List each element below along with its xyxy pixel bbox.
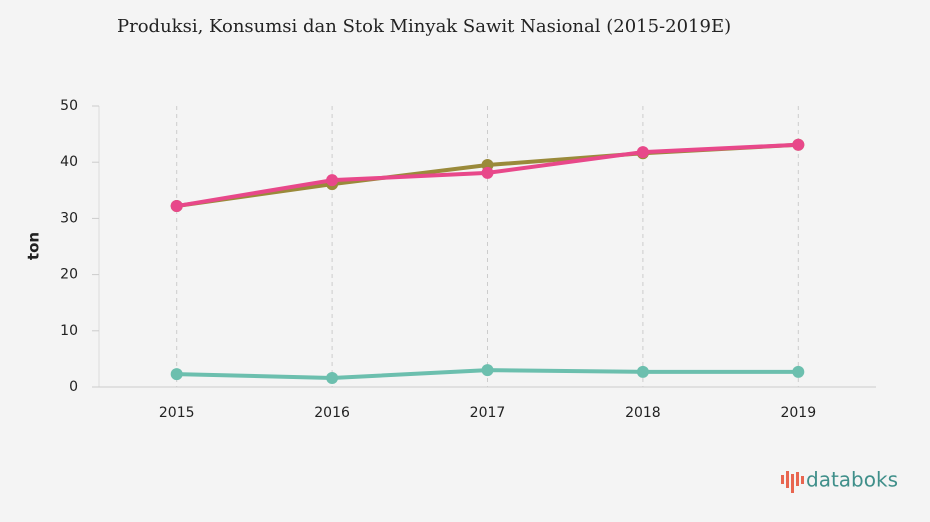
data-point: [636, 146, 649, 159]
chart-title: Produksi, Konsumsi dan Stok Minyak Sawit…: [117, 16, 731, 37]
y-axis-label: ton: [25, 232, 43, 260]
brand-logo: [781, 471, 804, 493]
brand-name: databoks: [806, 468, 898, 492]
y-tick-label: 30: [60, 210, 78, 226]
y-tick-label: 0: [69, 379, 78, 395]
data-point: [326, 174, 339, 187]
data-point: [792, 365, 805, 378]
data-point: [636, 365, 649, 378]
data-point: [481, 364, 494, 377]
data-point: [792, 138, 805, 151]
x-tick-label: 2018: [625, 405, 661, 421]
y-tick-label: 10: [60, 323, 78, 339]
y-tick-label: 40: [60, 154, 78, 170]
data-point: [326, 372, 339, 385]
x-tick-label: 2019: [780, 405, 816, 421]
x-tick-label: 2017: [470, 405, 506, 421]
data-point: [481, 166, 494, 179]
data-point: [170, 200, 183, 213]
x-tick-label: 2016: [314, 405, 350, 421]
data-point: [170, 368, 183, 381]
y-tick-label: 20: [60, 267, 78, 283]
y-tick-label: 50: [60, 98, 78, 114]
x-tick-label: 2015: [159, 405, 195, 421]
